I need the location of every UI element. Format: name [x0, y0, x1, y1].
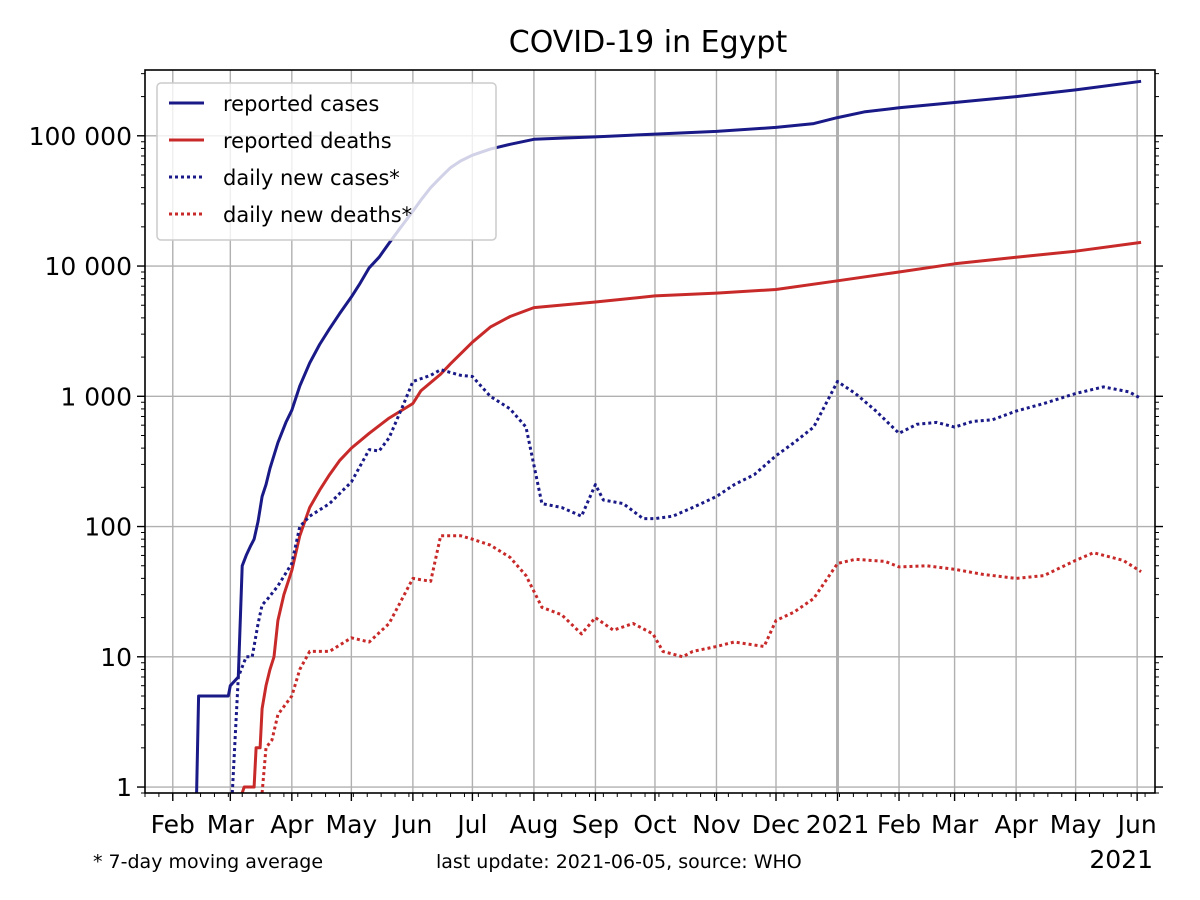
- source-note: last update: 2021-06-05, source: WHO: [436, 851, 802, 873]
- y-tick-label: 10: [100, 643, 132, 672]
- y-tick-label: 100 000: [29, 122, 132, 151]
- x-offset-label: 2021: [1089, 845, 1153, 874]
- chart-title: COVID-19 in Egypt: [509, 25, 788, 60]
- x-tick-label: Aug: [510, 810, 559, 839]
- legend-label: reported cases: [223, 92, 379, 116]
- x-tick-label: May: [1050, 810, 1102, 839]
- y-tick-label: 1 000: [60, 382, 132, 411]
- series-line-2: [240, 240, 1142, 793]
- x-tick-label: May: [326, 810, 378, 839]
- legend: reported cases reported deaths daily new c…: [156, 82, 497, 241]
- x-tick-label: 2021: [806, 810, 870, 839]
- x-tick-label: Sep: [572, 810, 619, 839]
- legend-label: daily new deaths*: [223, 203, 412, 227]
- legend-label: reported deaths: [223, 129, 392, 153]
- x-tick-label: Jul: [455, 810, 487, 839]
- series-group: [195, 79, 1142, 793]
- x-tick-label: Feb: [877, 810, 921, 839]
- x-tick-label: Dec: [752, 810, 800, 839]
- x-tick-label: Jun: [1116, 810, 1157, 839]
- legend-box: [156, 82, 497, 241]
- x-tick-label: Mar: [931, 810, 979, 839]
- legend-label: daily new cases*: [223, 166, 400, 190]
- x-tick-label: Nov: [692, 810, 741, 839]
- x-tick-label: Apr: [994, 810, 1038, 839]
- axes: Feb Mar Apr May Jun Jul Aug Sep Oct Nov Dec 2021 Feb…: [29, 73, 1163, 839]
- x-tick-label: Jun: [391, 810, 432, 839]
- series-line-4: [260, 534, 1142, 793]
- y-tick-label: 100: [84, 513, 132, 542]
- x-tick-label: Oct: [633, 810, 676, 839]
- x-tick-label: Apr: [270, 810, 314, 839]
- plot-frame: [144, 69, 1156, 794]
- x-tick-label: Mar: [207, 810, 255, 839]
- x-tick-label: Feb: [151, 810, 195, 839]
- y-tick-label: 1: [116, 773, 132, 802]
- y-tick-label: 10 000: [45, 252, 132, 281]
- footnote: * 7-day moving average: [93, 851, 323, 873]
- series-line-1: [195, 79, 1142, 793]
